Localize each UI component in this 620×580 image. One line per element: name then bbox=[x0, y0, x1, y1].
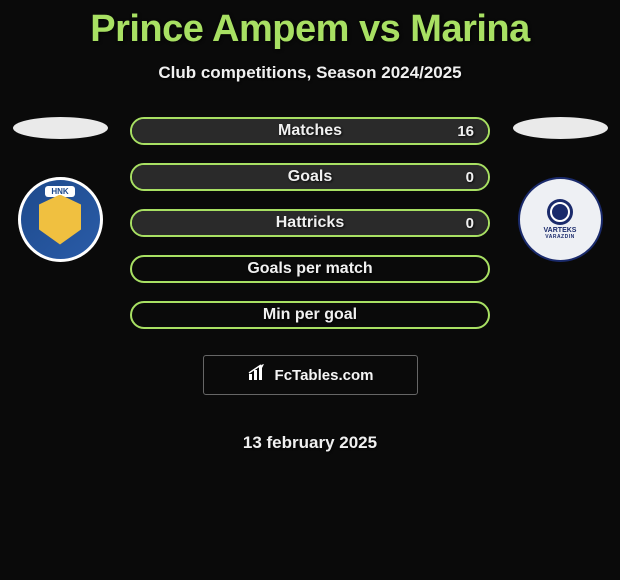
player-placeholder-right bbox=[513, 117, 608, 139]
stat-bar-goals-per-match: Goals per match bbox=[130, 255, 490, 283]
branding-box[interactable]: FcTables.com bbox=[203, 355, 418, 395]
comparison-card: Prince Ampem vs Marina Club competitions… bbox=[0, 0, 620, 453]
stat-label: Goals per match bbox=[247, 260, 372, 278]
stat-value: 16 bbox=[457, 123, 474, 140]
stat-bar-min-per-goal: Min per goal bbox=[130, 301, 490, 329]
team-badge-right-city: VARAZDIN bbox=[545, 234, 574, 240]
page-title: Prince Ampem vs Marina bbox=[0, 0, 620, 51]
branding-text: FcTables.com bbox=[275, 367, 374, 384]
player-placeholder-left bbox=[13, 117, 108, 139]
chart-icon bbox=[247, 364, 269, 387]
subtitle: Club competitions, Season 2024/2025 bbox=[0, 63, 620, 83]
stat-value: 0 bbox=[466, 215, 474, 232]
stat-label: Hattricks bbox=[276, 214, 344, 232]
left-team-column: HNK bbox=[0, 117, 120, 262]
stat-bar-matches: Matches 16 bbox=[130, 117, 490, 145]
stat-value: 0 bbox=[466, 169, 474, 186]
stats-column: Matches 16 Goals 0 Hattricks 0 Goals per… bbox=[120, 117, 500, 453]
stat-bar-hattricks: Hattricks 0 bbox=[130, 209, 490, 237]
stat-bar-goals: Goals 0 bbox=[130, 163, 490, 191]
team-badge-right: VARTEKS VARAZDIN bbox=[518, 177, 603, 262]
badge-inner: VARTEKS VARAZDIN bbox=[529, 189, 591, 251]
stat-label: Goals bbox=[288, 168, 332, 186]
stat-label: Matches bbox=[278, 122, 342, 140]
stat-label: Min per goal bbox=[263, 306, 357, 324]
content-row: HNK Matches 16 Goals 0 Hattricks 0 Goals bbox=[0, 117, 620, 453]
shield-icon bbox=[39, 195, 81, 245]
right-team-column: VARTEKS VARAZDIN bbox=[500, 117, 620, 262]
date: 13 february 2025 bbox=[130, 433, 490, 453]
ball-icon bbox=[547, 199, 573, 225]
team-badge-right-code: VARTEKS bbox=[544, 227, 577, 234]
team-badge-left: HNK bbox=[18, 177, 103, 262]
